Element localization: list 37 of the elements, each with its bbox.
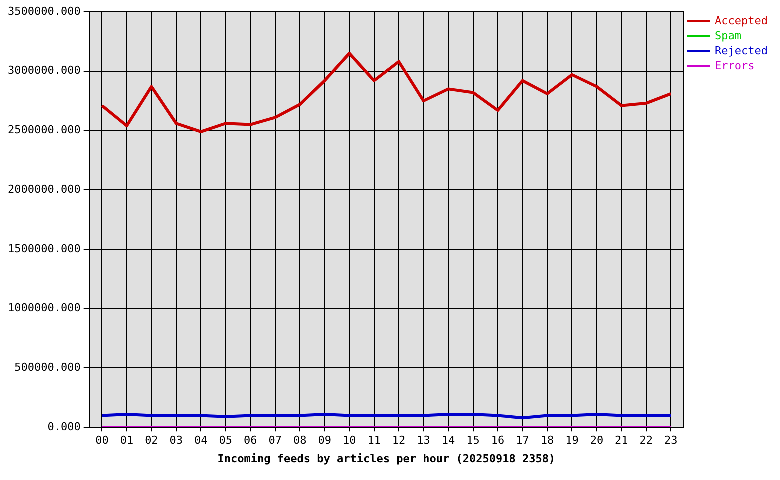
y-tick-label: 3000000.000 (8, 64, 81, 78)
x-tick-label: 12 (392, 434, 406, 448)
x-tick-label: 07 (268, 434, 282, 448)
y-tick-label: 2500000.000 (8, 124, 81, 137)
x-tick-label: 10 (342, 434, 356, 448)
x-tick-label: 08 (293, 434, 307, 448)
x-tick-label: 23 (664, 434, 678, 448)
x-tick-label: 11 (368, 434, 381, 448)
x-tick-label: 15 (466, 434, 480, 448)
x-tick-label: 06 (244, 434, 258, 448)
y-tick-label: 2000000.000 (8, 182, 81, 196)
y-tick-label: 0.000 (48, 420, 81, 434)
x-tick-label: 16 (491, 434, 505, 448)
x-tick-label: 14 (442, 434, 456, 448)
x-tick-label: 19 (566, 434, 579, 448)
x-tick-label: 13 (417, 434, 430, 448)
y-tick-label: 1000000.000 (8, 302, 81, 315)
y-tick-label: 3500000.000 (8, 4, 81, 18)
x-tick-label: 04 (194, 434, 208, 448)
legend-label: Spam (715, 29, 742, 42)
x-tick-label: 22 (640, 434, 654, 448)
x-tick-label: 02 (145, 434, 158, 448)
x-tick-label: 18 (540, 434, 554, 448)
x-tick-label: 05 (219, 434, 233, 448)
legend-label: Errors (715, 59, 755, 72)
x-tick-label: 21 (615, 434, 628, 448)
y-tick-label: 500000.000 (14, 361, 81, 374)
x-tick-label: 09 (318, 434, 332, 448)
x-tick-label: 20 (590, 434, 604, 448)
y-tick-label: 1500000.000 (8, 242, 81, 256)
x-tick-label: 17 (516, 434, 530, 448)
x-tick-label: 00 (96, 434, 109, 448)
x-axis-title: Incoming feeds by articles per hour (20250918 2358) (218, 452, 556, 466)
x-tick-label: 01 (120, 434, 134, 448)
x-tick-label: 03 (170, 434, 184, 448)
legend-label: Rejected (715, 44, 768, 58)
legend-label: Accepted (715, 14, 768, 28)
